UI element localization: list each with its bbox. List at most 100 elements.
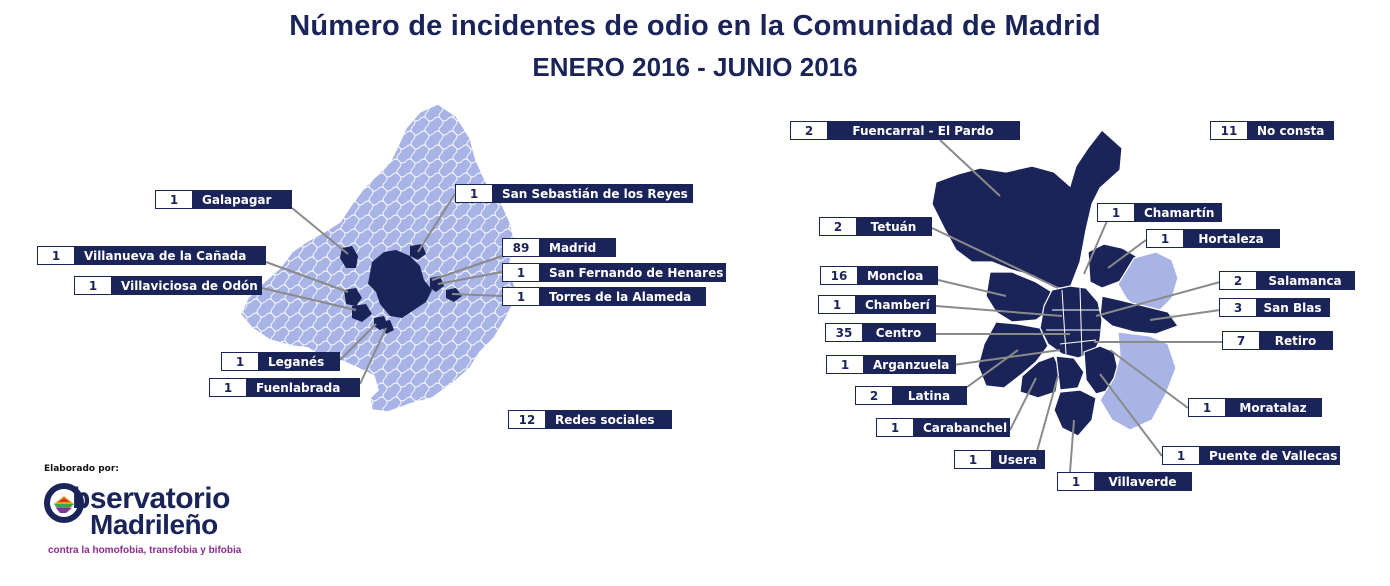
villaverde-district (1053, 389, 1097, 437)
label-galapagar: 1 Galapagar (155, 190, 292, 209)
place-name: Fuencarral - El Pardo (852, 123, 994, 138)
place-name: Carabanchel (923, 420, 1008, 435)
count: 1 (210, 379, 246, 396)
fuencarral-district (931, 129, 1123, 289)
usera-district (1055, 355, 1085, 391)
villaviciosa-area (352, 304, 372, 322)
label-torres: 1 Torres de la Alameda (502, 287, 706, 306)
place-name: Arganzuela (873, 357, 950, 372)
label-arganzuela: 1 Arganzuela (826, 355, 956, 374)
place-name: Madrid (549, 240, 597, 255)
page-subtitle: ENERO 2016 - JUNIO 2016 (532, 52, 858, 82)
label-madrid: 89 Madrid (502, 238, 616, 257)
place-name: Galapagar (202, 192, 272, 207)
count: 1 (1189, 399, 1225, 416)
place-name: Torres de la Alameda (549, 289, 692, 304)
place-name: Hortaleza (1198, 231, 1264, 246)
label-ssreyes: 1 San Sebastián de los Reyes (455, 184, 693, 203)
barajas-district (1117, 251, 1179, 311)
place-name: Villaverde (1108, 474, 1177, 489)
latina-district (977, 321, 1049, 389)
place-name: Moratalaz (1239, 400, 1307, 415)
label-centro: 35 Centro (825, 323, 936, 342)
place-name: Usera (997, 452, 1038, 467)
label-fuenlabrada: 1 Fuenlabrada (209, 378, 360, 397)
count: 7 (1223, 332, 1259, 349)
place-name: No consta (1257, 123, 1325, 138)
count: 1 (1098, 204, 1134, 221)
central-districts (1039, 285, 1103, 359)
label-fuencarral: 2 Fuencarral - El Pardo (790, 121, 1020, 140)
place-name: Chamberí (865, 297, 930, 312)
label-hortaleza: 1 Hortaleza (1146, 229, 1280, 248)
region-leader-lines (261, 193, 503, 385)
count: 1 (156, 191, 192, 208)
count: 11 (1211, 122, 1247, 139)
label-villaviciosa: 1 Villaviciosa de Odón (74, 276, 262, 295)
count: 12 (509, 411, 545, 428)
count: 1 (222, 353, 258, 370)
label-retiro: 7 Retiro (1222, 331, 1333, 350)
place-name: Villaviciosa de Odón (121, 278, 258, 293)
count: 35 (826, 324, 862, 341)
label-noconsta: 11 No consta (1210, 121, 1334, 140)
place-name: San Sebastián de los Reyes (502, 186, 688, 201)
vicalvaro-district (1099, 331, 1177, 431)
count: 1 (75, 277, 111, 294)
page-title: Número de incidentes de odio en la Comun… (289, 10, 1101, 42)
count: 1 (38, 247, 74, 264)
place-name: Fuenlabrada (256, 380, 341, 395)
place-name: Villanueva de la Cañada (84, 248, 247, 263)
place-name: Retiro (1274, 333, 1317, 348)
place-name: Tetuán (870, 219, 917, 234)
fuenlabrada-area (380, 320, 394, 334)
label-usera: 1 Usera (954, 450, 1045, 469)
credit-label: Elaborado por: (44, 464, 119, 474)
place-name: San Blas (1263, 300, 1322, 315)
count: 1 (503, 288, 539, 305)
count: 1 (1163, 447, 1199, 464)
label-sanblas: 3 San Blas (1219, 298, 1330, 317)
count: 1 (503, 264, 539, 281)
count: 1 (827, 356, 863, 373)
label-redes: 12 Redes sociales (508, 410, 672, 429)
community-map (239, 103, 519, 413)
place-name: Moncloa (867, 268, 924, 283)
label-villaverde: 1 Villaverde (1057, 472, 1192, 491)
count: 3 (1220, 299, 1256, 316)
count: 1 (819, 296, 855, 313)
place-name: Redes sociales (555, 412, 655, 427)
count: 89 (503, 239, 539, 256)
logo-word-1: bservatorio (72, 482, 230, 515)
logo-word-2: Madrileño (90, 509, 218, 540)
label-latina: 2 Latina (855, 386, 967, 405)
place-name: Chamartín (1144, 205, 1215, 220)
label-moncloa: 16 Moncloa (820, 266, 938, 285)
count: 1 (955, 451, 991, 468)
label-sanfernando: 1 San Fernando de Henares (502, 263, 726, 282)
label-carabanchel: 1 Carabanchel (876, 418, 1010, 437)
place-name: San Fernando de Henares (549, 265, 724, 280)
label-puentevallecas: 1 Puente de Vallecas (1162, 446, 1340, 465)
count: 2 (1220, 272, 1256, 289)
villanueva-area (344, 288, 362, 306)
city-leader-lines (931, 139, 1222, 473)
label-leganes: 1 Leganés (221, 352, 340, 371)
count: 1 (456, 185, 492, 202)
count: 2 (856, 387, 892, 404)
count: 1 (1058, 473, 1094, 490)
logo-tagline: contra la homofobia, transfobia y bifobi… (48, 545, 242, 556)
label-chamartin: 1 Chamartín (1097, 203, 1222, 222)
count: 1 (1147, 230, 1183, 247)
observatorio-logo (44, 483, 84, 523)
count: 1 (877, 419, 913, 436)
label-villanueva: 1 Villanueva de la Cañada (37, 246, 266, 265)
madrid-municipality (368, 250, 432, 318)
count: 2 (791, 122, 827, 139)
label-tetuan: 2 Tetuán (819, 217, 932, 236)
place-name: Puente de Vallecas (1209, 448, 1338, 463)
place-name: Centro (875, 325, 922, 340)
label-salamanca: 2 Salamanca (1219, 271, 1355, 290)
label-chamberi: 1 Chamberí (818, 295, 936, 314)
sanblas-district (1099, 295, 1179, 335)
